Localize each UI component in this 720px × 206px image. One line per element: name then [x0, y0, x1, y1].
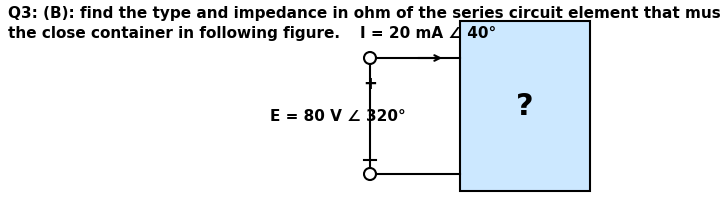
- Text: I = 20 mA ∠ 40°: I = 20 mA ∠ 40°: [360, 26, 496, 41]
- Text: E = 80 V ∠ 320°: E = 80 V ∠ 320°: [270, 109, 406, 124]
- Text: Q3: (B): find the type and impedance in ohm of the series circuit element that m: Q3: (B): find the type and impedance in …: [8, 6, 720, 21]
- Bar: [460, 22, 590, 191]
- Text: ?: ?: [516, 92, 534, 121]
- Text: +: +: [363, 75, 377, 92]
- Text: the close container in following figure.: the close container in following figure.: [8, 26, 340, 41]
